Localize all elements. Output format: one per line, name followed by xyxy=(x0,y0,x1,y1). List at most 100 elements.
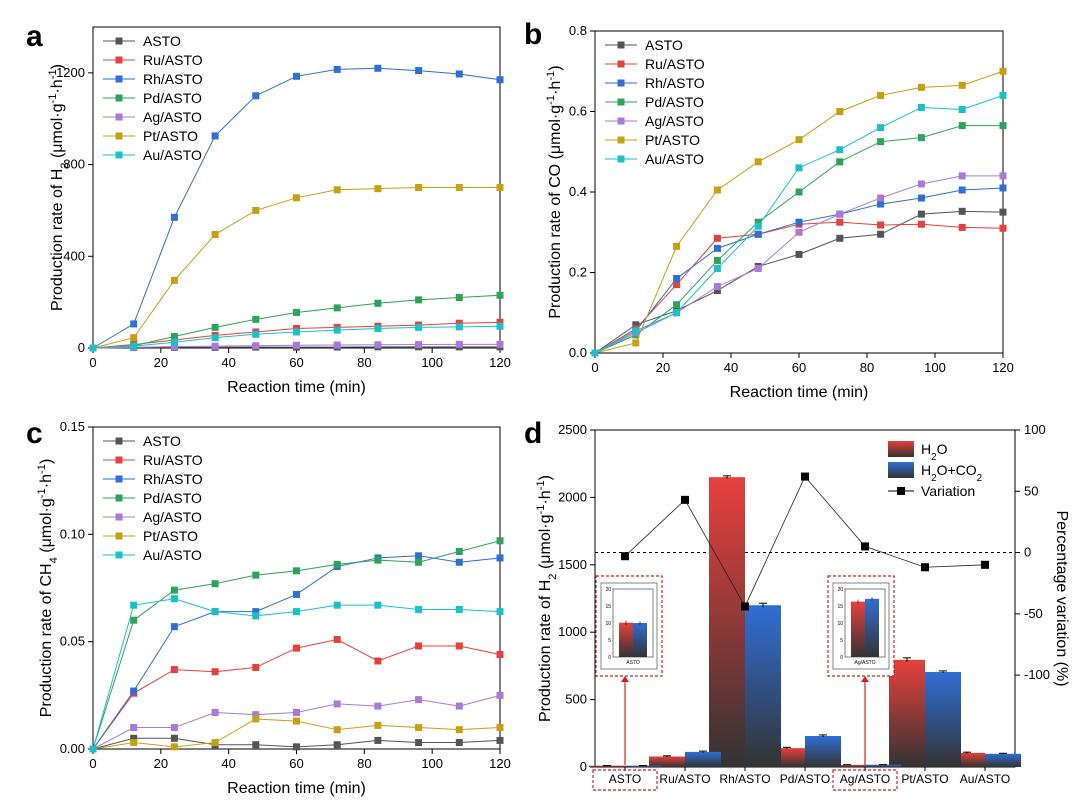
data-point xyxy=(374,721,382,729)
inset-bar xyxy=(633,623,647,657)
data-point xyxy=(958,122,966,130)
y-tick-label: 1200 xyxy=(56,65,85,80)
series-line xyxy=(594,175,1003,354)
data-point xyxy=(374,185,382,193)
y-axis-label-part: Production rate of H xyxy=(49,169,66,311)
y-axis-label-part: -1 xyxy=(535,480,547,490)
category-label: Pd/ASTO xyxy=(780,772,830,786)
data-point xyxy=(130,687,138,695)
data-point xyxy=(455,702,463,710)
panel-letter-c: c xyxy=(26,417,43,450)
data-point xyxy=(130,342,138,350)
data-point xyxy=(211,132,219,140)
data-point xyxy=(958,223,966,231)
legend-marker xyxy=(617,60,625,68)
inset-tick-label: 5 xyxy=(608,638,611,644)
legend-marker xyxy=(115,551,123,559)
y-tick-label: 0.8 xyxy=(569,23,587,38)
data-point xyxy=(374,325,382,333)
data-point xyxy=(836,218,844,226)
bar xyxy=(889,659,925,767)
x-axis-label: Reaction time (min) xyxy=(730,384,869,401)
data-point xyxy=(713,256,721,264)
data-point xyxy=(673,242,681,250)
data-point xyxy=(293,567,300,575)
category-highlight-box xyxy=(832,769,898,791)
x-tick-label: 60 xyxy=(792,360,806,375)
legend-marker xyxy=(115,532,123,540)
y-tick-label: 0.00 xyxy=(60,741,85,756)
data-point xyxy=(877,138,885,146)
data-point xyxy=(211,342,219,350)
data-point xyxy=(496,340,504,348)
data-point xyxy=(713,287,721,295)
legend-label: Pd/ASTO xyxy=(645,94,704,110)
data-point xyxy=(211,668,219,676)
x-axis-label: Reaction time (min) xyxy=(227,379,366,396)
data-point xyxy=(496,554,504,562)
y-tick-label: 0.05 xyxy=(60,634,85,649)
data-point xyxy=(958,81,966,89)
inset-0: 0 5 10 15 20 ASTO xyxy=(592,575,663,791)
data-point xyxy=(333,601,341,609)
data-point xyxy=(836,210,844,218)
bar xyxy=(829,764,865,767)
bar xyxy=(805,735,841,767)
y-axis-label-part: 4 xyxy=(48,557,60,563)
category-label: Ag/ASTO xyxy=(840,772,890,786)
legend-swatch xyxy=(888,462,914,478)
data-point xyxy=(374,341,382,349)
data-point xyxy=(252,663,260,671)
legend-label: ASTO xyxy=(143,33,181,49)
data-point xyxy=(89,344,97,352)
data-point xyxy=(455,184,463,191)
x-tick-label: 0 xyxy=(591,360,598,375)
data-point xyxy=(795,250,803,258)
series-line xyxy=(594,221,1004,354)
inset-tick-label: 5 xyxy=(840,638,843,644)
legend-label: Rh/ASTO xyxy=(645,75,705,91)
y2-tick-label: 50 xyxy=(1024,483,1038,498)
inset-category-label: Ag/ASTO xyxy=(854,660,875,666)
data-point xyxy=(252,330,260,338)
data-point xyxy=(415,558,423,566)
data-point xyxy=(999,91,1007,99)
y-tick-label: 0.0 xyxy=(569,345,587,360)
y-axis-label-part: -1 xyxy=(545,71,557,81)
y-axis-label-part: ·h xyxy=(49,79,66,93)
legend-label: ASTO xyxy=(143,433,181,449)
data-point xyxy=(754,218,762,226)
data-point xyxy=(713,186,721,194)
legend-label: Ru/ASTO xyxy=(645,56,705,72)
y2-axis-label: Percentage variation (%) xyxy=(1053,510,1070,686)
data-point xyxy=(130,724,138,732)
legend-marker xyxy=(617,79,625,87)
series-line xyxy=(92,294,501,349)
legend-label: Rh/ASTO xyxy=(143,71,203,87)
data-point xyxy=(999,224,1007,232)
legend-label: Pd/ASTO xyxy=(143,490,202,506)
inset-bar xyxy=(619,622,633,657)
data-point xyxy=(917,194,925,202)
y-tick-label: 2500 xyxy=(558,422,587,437)
panel-letter-d: d xyxy=(524,417,542,450)
data-point xyxy=(877,194,885,202)
data-point xyxy=(999,208,1007,216)
legend-marker xyxy=(115,94,123,102)
data-point xyxy=(632,327,640,335)
x-tick-label: 20 xyxy=(154,756,168,771)
data-point xyxy=(130,739,138,747)
data-point xyxy=(455,340,463,348)
legend-label: Pt/ASTO xyxy=(645,132,700,148)
legend-label-part: H xyxy=(921,441,931,457)
legend-label-part: Variation xyxy=(921,483,975,499)
data-point xyxy=(333,186,341,194)
variation-point xyxy=(621,552,629,561)
data-point xyxy=(252,608,260,616)
data-point xyxy=(795,218,803,226)
data-point xyxy=(496,537,504,545)
y-axis-label-part: ·h xyxy=(537,490,554,504)
data-point xyxy=(252,571,260,579)
